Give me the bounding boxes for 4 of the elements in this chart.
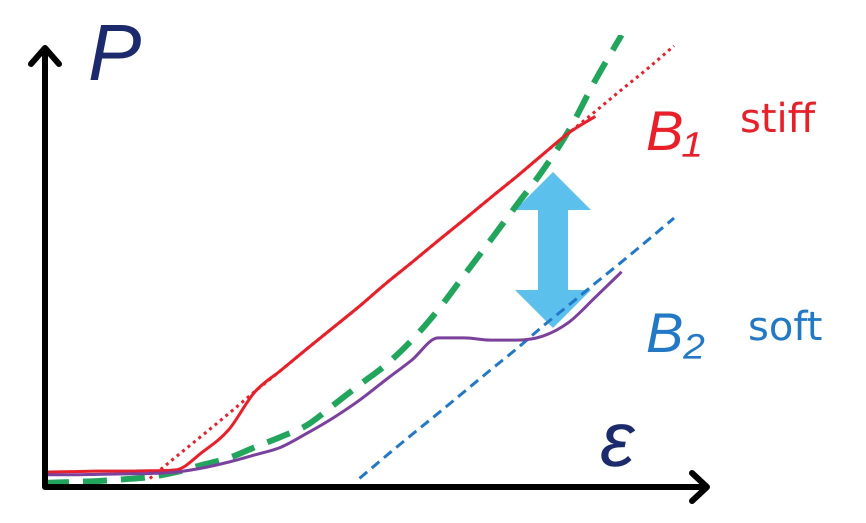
text: soft	[748, 304, 822, 350]
series-label: B₂	[646, 301, 705, 364]
text: stiff	[740, 96, 817, 142]
series-label: B₁	[646, 99, 702, 162]
